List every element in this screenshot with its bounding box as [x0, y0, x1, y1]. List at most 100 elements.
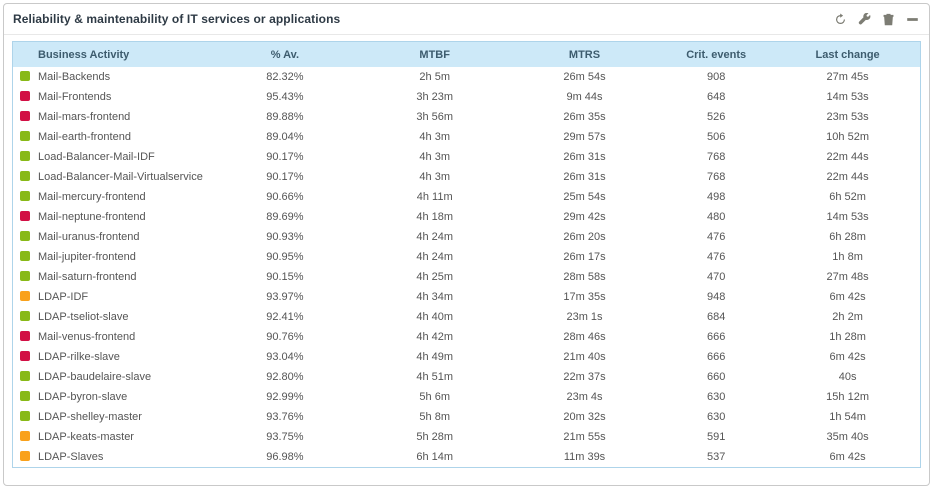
column-header-business-activity[interactable]: Business Activity: [12, 41, 213, 67]
crit-events-value: 684: [657, 307, 776, 327]
mtbf-value: 4h 40m: [357, 307, 512, 327]
crit-events-value: 526: [657, 107, 776, 127]
table-row[interactable]: Mail-venus-frontend 90.76% 4h 42m 28m 46…: [12, 327, 921, 347]
table-row[interactable]: LDAP-Slaves 96.98% 6h 14m 11m 39s 537 6m…: [12, 447, 921, 468]
column-header-mtbf[interactable]: MTBF: [357, 41, 512, 67]
business-activity-name[interactable]: Mail-jupiter-frontend: [38, 251, 136, 263]
table-row[interactable]: Mail-neptune-frontend 89.69% 4h 18m 29m …: [12, 207, 921, 227]
availability-value: 89.69%: [212, 207, 358, 227]
table-row[interactable]: LDAP-baudelaire-slave 92.80% 4h 51m 22m …: [12, 367, 921, 387]
column-header-crit-events[interactable]: Crit. events: [657, 41, 776, 67]
status-indicator: [20, 151, 30, 161]
table-row[interactable]: LDAP-shelley-master 93.76% 5h 8m 20m 32s…: [12, 407, 921, 427]
table-row[interactable]: Mail-earth-frontend 89.04% 4h 3m 29m 57s…: [12, 127, 921, 147]
table-row[interactable]: LDAP-rilke-slave 93.04% 4h 49m 21m 40s 6…: [12, 347, 921, 367]
mtbf-value: 5h 28m: [357, 427, 512, 447]
refresh-icon[interactable]: [833, 12, 847, 26]
business-activity-name[interactable]: Mail-uranus-frontend: [38, 231, 140, 243]
column-header-availability[interactable]: % Av.: [212, 41, 358, 67]
business-activity-name[interactable]: LDAP-tseliot-slave: [38, 311, 129, 323]
last-change-value: 6m 42s: [775, 347, 921, 367]
crit-events-value: 470: [657, 267, 776, 287]
availability-value: 90.76%: [212, 327, 358, 347]
business-activity-name[interactable]: LDAP-shelley-master: [38, 411, 142, 423]
availability-value: 90.17%: [212, 147, 358, 167]
column-header-last-change[interactable]: Last change: [775, 41, 921, 67]
business-activity-name[interactable]: Mail-mercury-frontend: [38, 191, 146, 203]
crit-events-value: 666: [657, 327, 776, 347]
availability-value: 90.15%: [212, 267, 358, 287]
mtrs-value: 26m 20s: [511, 227, 658, 247]
mtbf-value: 4h 42m: [357, 327, 512, 347]
availability-value: 90.93%: [212, 227, 358, 247]
column-header-mtrs[interactable]: MTRS: [511, 41, 658, 67]
last-change-value: 6h 28m: [775, 227, 921, 247]
mtbf-value: 4h 24m: [357, 247, 512, 267]
trash-icon[interactable]: [881, 12, 895, 26]
table-body: Mail-Backends 82.32% 2h 5m 26m 54s 908 2…: [12, 67, 921, 468]
mtbf-value: 4h 18m: [357, 207, 512, 227]
availability-value: 90.95%: [212, 247, 358, 267]
last-change-value: 6h 52m: [775, 187, 921, 207]
table-row[interactable]: Load-Balancer-Mail-Virtualservice 90.17%…: [12, 167, 921, 187]
business-activity-name[interactable]: Mail-venus-frontend: [38, 331, 136, 343]
wrench-icon[interactable]: [857, 12, 871, 26]
status-indicator: [20, 211, 30, 221]
table-row[interactable]: Mail-uranus-frontend 90.93% 4h 24m 26m 2…: [12, 227, 921, 247]
widget-title: Reliability & maintenability of IT servi…: [13, 12, 341, 26]
status-indicator: [20, 231, 30, 241]
availability-value: 93.76%: [212, 407, 358, 427]
table-row[interactable]: Mail-Backends 82.32% 2h 5m 26m 54s 908 2…: [12, 67, 921, 87]
mtrs-value: 29m 57s: [511, 127, 658, 147]
mtbf-value: 4h 24m: [357, 227, 512, 247]
business-activity-name[interactable]: LDAP-keats-master: [38, 431, 134, 443]
business-activity-name[interactable]: Mail-Frontends: [38, 91, 112, 103]
mtrs-value: 26m 31s: [511, 167, 658, 187]
mtbf-value: 4h 3m: [357, 167, 512, 187]
status-indicator: [20, 311, 30, 321]
table-row[interactable]: LDAP-tseliot-slave 92.41% 4h 40m 23m 1s …: [12, 307, 921, 327]
last-change-value: 6m 42s: [775, 447, 921, 468]
mtrs-value: 26m 31s: [511, 147, 658, 167]
availability-value: 90.17%: [212, 167, 358, 187]
business-activity-name[interactable]: LDAP-baudelaire-slave: [38, 371, 152, 383]
crit-events-value: 480: [657, 207, 776, 227]
mtrs-value: 21m 55s: [511, 427, 658, 447]
table-row[interactable]: LDAP-keats-master 93.75% 5h 28m 21m 55s …: [12, 427, 921, 447]
business-activity-name[interactable]: Mail-Backends: [38, 71, 111, 83]
table-row[interactable]: LDAP-byron-slave 92.99% 5h 6m 23m 4s 630…: [12, 387, 921, 407]
table-row[interactable]: Mail-Frontends 95.43% 3h 23m 9m 44s 648 …: [12, 87, 921, 107]
business-activity-name[interactable]: LDAP-byron-slave: [38, 391, 128, 403]
table-row[interactable]: Mail-mercury-frontend 90.66% 4h 11m 25m …: [12, 187, 921, 207]
widget-titlebar: Reliability & maintenability of IT servi…: [4, 4, 929, 35]
business-activity-name[interactable]: Load-Balancer-Mail-IDF: [38, 151, 155, 163]
table-row[interactable]: Mail-mars-frontend 89.88% 3h 56m 26m 35s…: [12, 107, 921, 127]
business-activity-name[interactable]: Mail-mars-frontend: [38, 111, 131, 123]
availability-value: 92.80%: [212, 367, 358, 387]
table-row[interactable]: Mail-jupiter-frontend 90.95% 4h 24m 26m …: [12, 247, 921, 267]
last-change-value: 1h 8m: [775, 247, 921, 267]
mtrs-value: 26m 35s: [511, 107, 658, 127]
business-activity-name[interactable]: Load-Balancer-Mail-Virtualservice: [38, 171, 203, 183]
availability-value: 92.99%: [212, 387, 358, 407]
last-change-value: 27m 48s: [775, 267, 921, 287]
business-activity-name[interactable]: Mail-saturn-frontend: [38, 271, 137, 283]
mtbf-value: 4h 34m: [357, 287, 512, 307]
crit-events-value: 630: [657, 387, 776, 407]
last-change-value: 6m 42s: [775, 287, 921, 307]
business-activity-name[interactable]: LDAP-IDF: [38, 291, 89, 303]
mtrs-value: 23m 1s: [511, 307, 658, 327]
business-activity-name[interactable]: Mail-earth-frontend: [38, 131, 131, 143]
business-activity-name[interactable]: LDAP-rilke-slave: [38, 351, 120, 363]
crit-events-value: 537: [657, 447, 776, 468]
collapse-icon[interactable]: [905, 12, 919, 26]
table-row[interactable]: Mail-saturn-frontend 90.15% 4h 25m 28m 5…: [12, 267, 921, 287]
mtrs-value: 28m 46s: [511, 327, 658, 347]
availability-value: 93.75%: [212, 427, 358, 447]
status-indicator: [20, 431, 30, 441]
table-row[interactable]: LDAP-IDF 93.97% 4h 34m 17m 35s 948 6m 42…: [12, 287, 921, 307]
table-row[interactable]: Load-Balancer-Mail-IDF 90.17% 4h 3m 26m …: [12, 147, 921, 167]
business-activity-name[interactable]: Mail-neptune-frontend: [38, 211, 146, 223]
mtbf-value: 4h 3m: [357, 127, 512, 147]
business-activity-name[interactable]: LDAP-Slaves: [38, 451, 104, 463]
